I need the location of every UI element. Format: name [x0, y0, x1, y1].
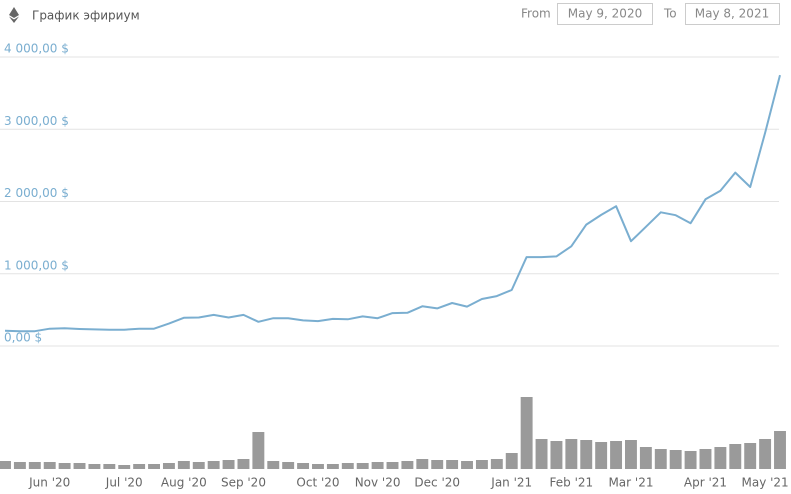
- volume-bar: [580, 440, 593, 469]
- volume-bar: [297, 463, 310, 469]
- volume-bar: [610, 441, 623, 469]
- volume-bar: [267, 461, 280, 469]
- volume-bar: [43, 462, 56, 469]
- volume-bar: [475, 460, 488, 469]
- volume-bar: [282, 462, 295, 469]
- volume-bar: [490, 459, 503, 469]
- volume-bar: [312, 464, 324, 469]
- from-value[interactable]: May 9, 2020: [568, 7, 642, 21]
- x-tick-label: Nov '20: [355, 476, 401, 490]
- y-tick-label: 3 000,00 $: [4, 114, 69, 128]
- volume-bar: [13, 462, 26, 469]
- volume-bar: [252, 432, 265, 469]
- volume-bar: [714, 447, 727, 469]
- volume-bar: [103, 464, 116, 469]
- volume-bar: [595, 442, 608, 469]
- volume-bar: [222, 460, 235, 469]
- volume-bar: [28, 462, 41, 469]
- volume-bar: [237, 459, 250, 469]
- volume-bar: [416, 459, 429, 469]
- volume-bar: [401, 461, 414, 469]
- x-tick-label: Aug '20: [161, 476, 207, 490]
- x-tick-label: Jun '20: [28, 476, 70, 490]
- volume-bar: [744, 443, 757, 469]
- to-value[interactable]: May 8, 2021: [695, 7, 769, 21]
- volume-bar: [162, 463, 175, 469]
- volume-bar: [386, 462, 399, 469]
- y-tick-label: 2 000,00 $: [4, 186, 69, 200]
- volume-bar: [729, 444, 742, 469]
- volume-bar: [0, 461, 11, 469]
- volume-bar: [565, 439, 578, 469]
- volume-bar: [654, 449, 667, 469]
- x-tick-label: Feb '21: [550, 476, 594, 490]
- from-label: From: [521, 7, 551, 21]
- volume-bar: [625, 440, 637, 469]
- to-label: To: [663, 7, 677, 21]
- volume-bar: [177, 461, 190, 469]
- volume-bar: [520, 397, 533, 469]
- volume-bar: [58, 463, 71, 469]
- volume-bar: [669, 450, 682, 469]
- volume-bar: [192, 462, 205, 469]
- volume-bar: [73, 463, 86, 469]
- y-tick-label: 1 000,00 $: [4, 258, 69, 272]
- volume-bar: [326, 464, 339, 469]
- x-tick-label: Jan '21: [490, 476, 532, 490]
- volume-bar: [118, 465, 131, 469]
- eth-icon: [9, 7, 19, 23]
- volume-bar: [699, 449, 712, 469]
- volume-bar: [759, 439, 772, 469]
- volume-bar: [341, 463, 354, 469]
- volume-bar: [148, 464, 160, 469]
- from-input[interactable]: [557, 3, 653, 25]
- volume-bar: [550, 441, 563, 469]
- volume-bar: [88, 464, 101, 469]
- volume-bar: [461, 461, 473, 469]
- volume-bar: [535, 439, 548, 469]
- volume-bar: [446, 460, 459, 469]
- x-tick-label: May '21: [741, 476, 788, 490]
- volume-bar: [133, 464, 146, 469]
- y-tick-label: 4 000,00 $: [4, 42, 69, 56]
- volume-bar: [356, 463, 369, 469]
- x-tick-label: Mar '21: [608, 476, 653, 490]
- x-tick-label: Oct '20: [296, 476, 339, 490]
- volume-bar: [505, 453, 518, 469]
- volume-bar: [639, 447, 652, 469]
- volume-bar: [684, 451, 697, 469]
- x-tick-label: Jul '20: [105, 476, 143, 490]
- volume-bar: [207, 461, 220, 469]
- y-tick-label: 0,00 $: [4, 331, 42, 345]
- volume-bar: [431, 460, 444, 469]
- price-line: [4, 74, 781, 333]
- volume-bar: [774, 431, 786, 469]
- chart-title: График эфириум: [32, 9, 140, 23]
- to-input[interactable]: [685, 3, 780, 25]
- x-tick-label: Apr '21: [684, 476, 727, 490]
- x-tick-label: Sep '20: [221, 476, 266, 490]
- volume-bar: [371, 462, 384, 469]
- x-tick-label: Dec '20: [414, 476, 460, 490]
